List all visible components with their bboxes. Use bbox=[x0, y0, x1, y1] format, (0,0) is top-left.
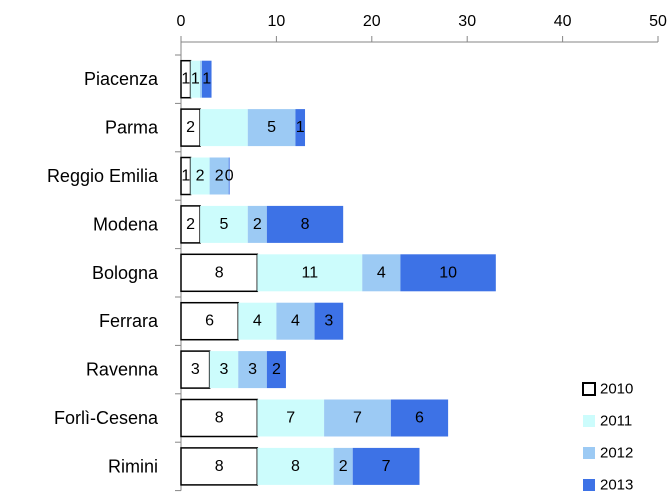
legend-label: 2011 bbox=[600, 413, 632, 430]
data-label: 1 bbox=[181, 71, 190, 88]
bar-segment-2010 bbox=[180, 350, 211, 389]
bar-segment-2012 bbox=[333, 447, 353, 485]
bar-segment-2013 bbox=[352, 447, 420, 485]
data-label: 2 bbox=[186, 119, 195, 136]
category-label: Parma bbox=[105, 118, 159, 138]
data-label: 1 bbox=[181, 168, 190, 185]
legend-swatch-2011 bbox=[583, 415, 595, 427]
data-label: 6 bbox=[415, 410, 424, 427]
category-label: Ravenna bbox=[86, 360, 159, 380]
x-tick-label: 20 bbox=[363, 13, 381, 30]
data-label: 8 bbox=[215, 264, 224, 281]
bar-segment-2011 bbox=[257, 447, 334, 485]
data-label: 6 bbox=[205, 313, 214, 330]
data-label: 11 bbox=[301, 264, 318, 281]
category-label: Modena bbox=[93, 214, 159, 234]
bar-segment-2012 bbox=[209, 157, 229, 195]
data-label: 2 bbox=[196, 168, 205, 185]
category-label: Rimini bbox=[108, 456, 158, 476]
data-label: 1 bbox=[202, 71, 211, 88]
bar-segment-2010 bbox=[180, 253, 259, 293]
x-tick-label: 0 bbox=[177, 13, 186, 30]
bar-segment-2013 bbox=[390, 399, 449, 437]
category-label: Forlì-Cesena bbox=[54, 408, 159, 428]
bar-segment-2012 bbox=[238, 351, 267, 389]
data-label: 1 bbox=[296, 119, 305, 136]
bar-segment-2013 bbox=[201, 60, 212, 98]
data-label: 10 bbox=[439, 264, 457, 281]
data-label: 2 bbox=[215, 168, 224, 185]
data-label: 0 bbox=[225, 168, 234, 185]
data-label: 5 bbox=[267, 119, 276, 136]
bar-segment-2010 bbox=[180, 447, 259, 486]
data-label: 7 bbox=[286, 410, 295, 427]
bar-segment-2011 bbox=[238, 302, 277, 340]
bar-segment-2012 bbox=[276, 302, 315, 340]
category-label: Reggio Emilia bbox=[47, 166, 159, 186]
data-label: 8 bbox=[215, 458, 224, 475]
bars bbox=[180, 59, 496, 486]
data-label: 7 bbox=[353, 410, 362, 427]
bar-segment-2011 bbox=[190, 157, 210, 195]
data-label: 2 bbox=[272, 361, 281, 378]
data-label: 1 bbox=[191, 71, 200, 88]
category-label: Bologna bbox=[92, 263, 159, 283]
data-label: 3 bbox=[324, 313, 333, 330]
bar-segment-2013 bbox=[266, 351, 286, 389]
bar-segment-2012 bbox=[362, 254, 401, 292]
bar-segment-2011 bbox=[209, 351, 239, 389]
bar-segment-2010 bbox=[180, 301, 239, 341]
data-label: 8 bbox=[215, 410, 224, 427]
data-label: 2 bbox=[186, 216, 195, 233]
bar-segment-2011 bbox=[190, 60, 201, 98]
category-label: Ferrara bbox=[99, 311, 159, 331]
legend: 2010 2011 2012 2013 bbox=[582, 381, 633, 494]
data-label: 5 bbox=[219, 216, 228, 233]
x-tick-label: 30 bbox=[458, 13, 476, 30]
bar-segment-2013 bbox=[295, 109, 306, 147]
data-label: 2 bbox=[253, 216, 262, 233]
bar-segment-2013 bbox=[314, 302, 344, 340]
data-labels: 1 1 12 5 11 2 2 02 5 2 88 11 4 106 4 4 33 3 3 28 7 7 68 8 2 7 bbox=[181, 71, 457, 475]
data-label: 8 bbox=[301, 216, 310, 233]
legend-label: 2010 bbox=[600, 381, 633, 398]
legend-swatch-2013 bbox=[583, 479, 595, 491]
data-label: 2 bbox=[339, 458, 348, 475]
bar-segment-2012 bbox=[324, 399, 391, 437]
bar-segment-2013 bbox=[400, 254, 496, 292]
data-label: 4 bbox=[253, 313, 262, 330]
legend-swatch-2010 bbox=[582, 382, 596, 396]
legend-label: 2012 bbox=[600, 445, 633, 462]
bar-segment-2011 bbox=[257, 399, 325, 437]
data-label: 4 bbox=[377, 264, 386, 281]
data-label: 3 bbox=[219, 361, 228, 378]
bar-segment-2011 bbox=[257, 254, 363, 292]
category-label: Piacenza bbox=[84, 69, 159, 89]
bar-segment-2011 bbox=[200, 109, 248, 147]
legend-swatch-2012 bbox=[583, 447, 595, 459]
bar-segment-2012 bbox=[247, 205, 267, 243]
bar-segment-2013 bbox=[266, 205, 344, 243]
data-label: 7 bbox=[382, 458, 391, 475]
bar-segment-2011 bbox=[200, 205, 248, 243]
data-label: 8 bbox=[291, 458, 300, 475]
x-tick-label: 50 bbox=[649, 13, 667, 30]
data-label: 3 bbox=[191, 361, 200, 378]
x-tick-label: 10 bbox=[268, 13, 286, 30]
data-label: 3 bbox=[248, 361, 257, 378]
bar-segment-2012 bbox=[200, 60, 202, 98]
data-label: 4 bbox=[291, 313, 300, 330]
x-tick-label: 40 bbox=[554, 13, 572, 30]
bar-segment-2012 bbox=[247, 109, 296, 147]
bar-segment-2013 bbox=[228, 157, 230, 195]
legend-label: 2013 bbox=[600, 477, 633, 494]
